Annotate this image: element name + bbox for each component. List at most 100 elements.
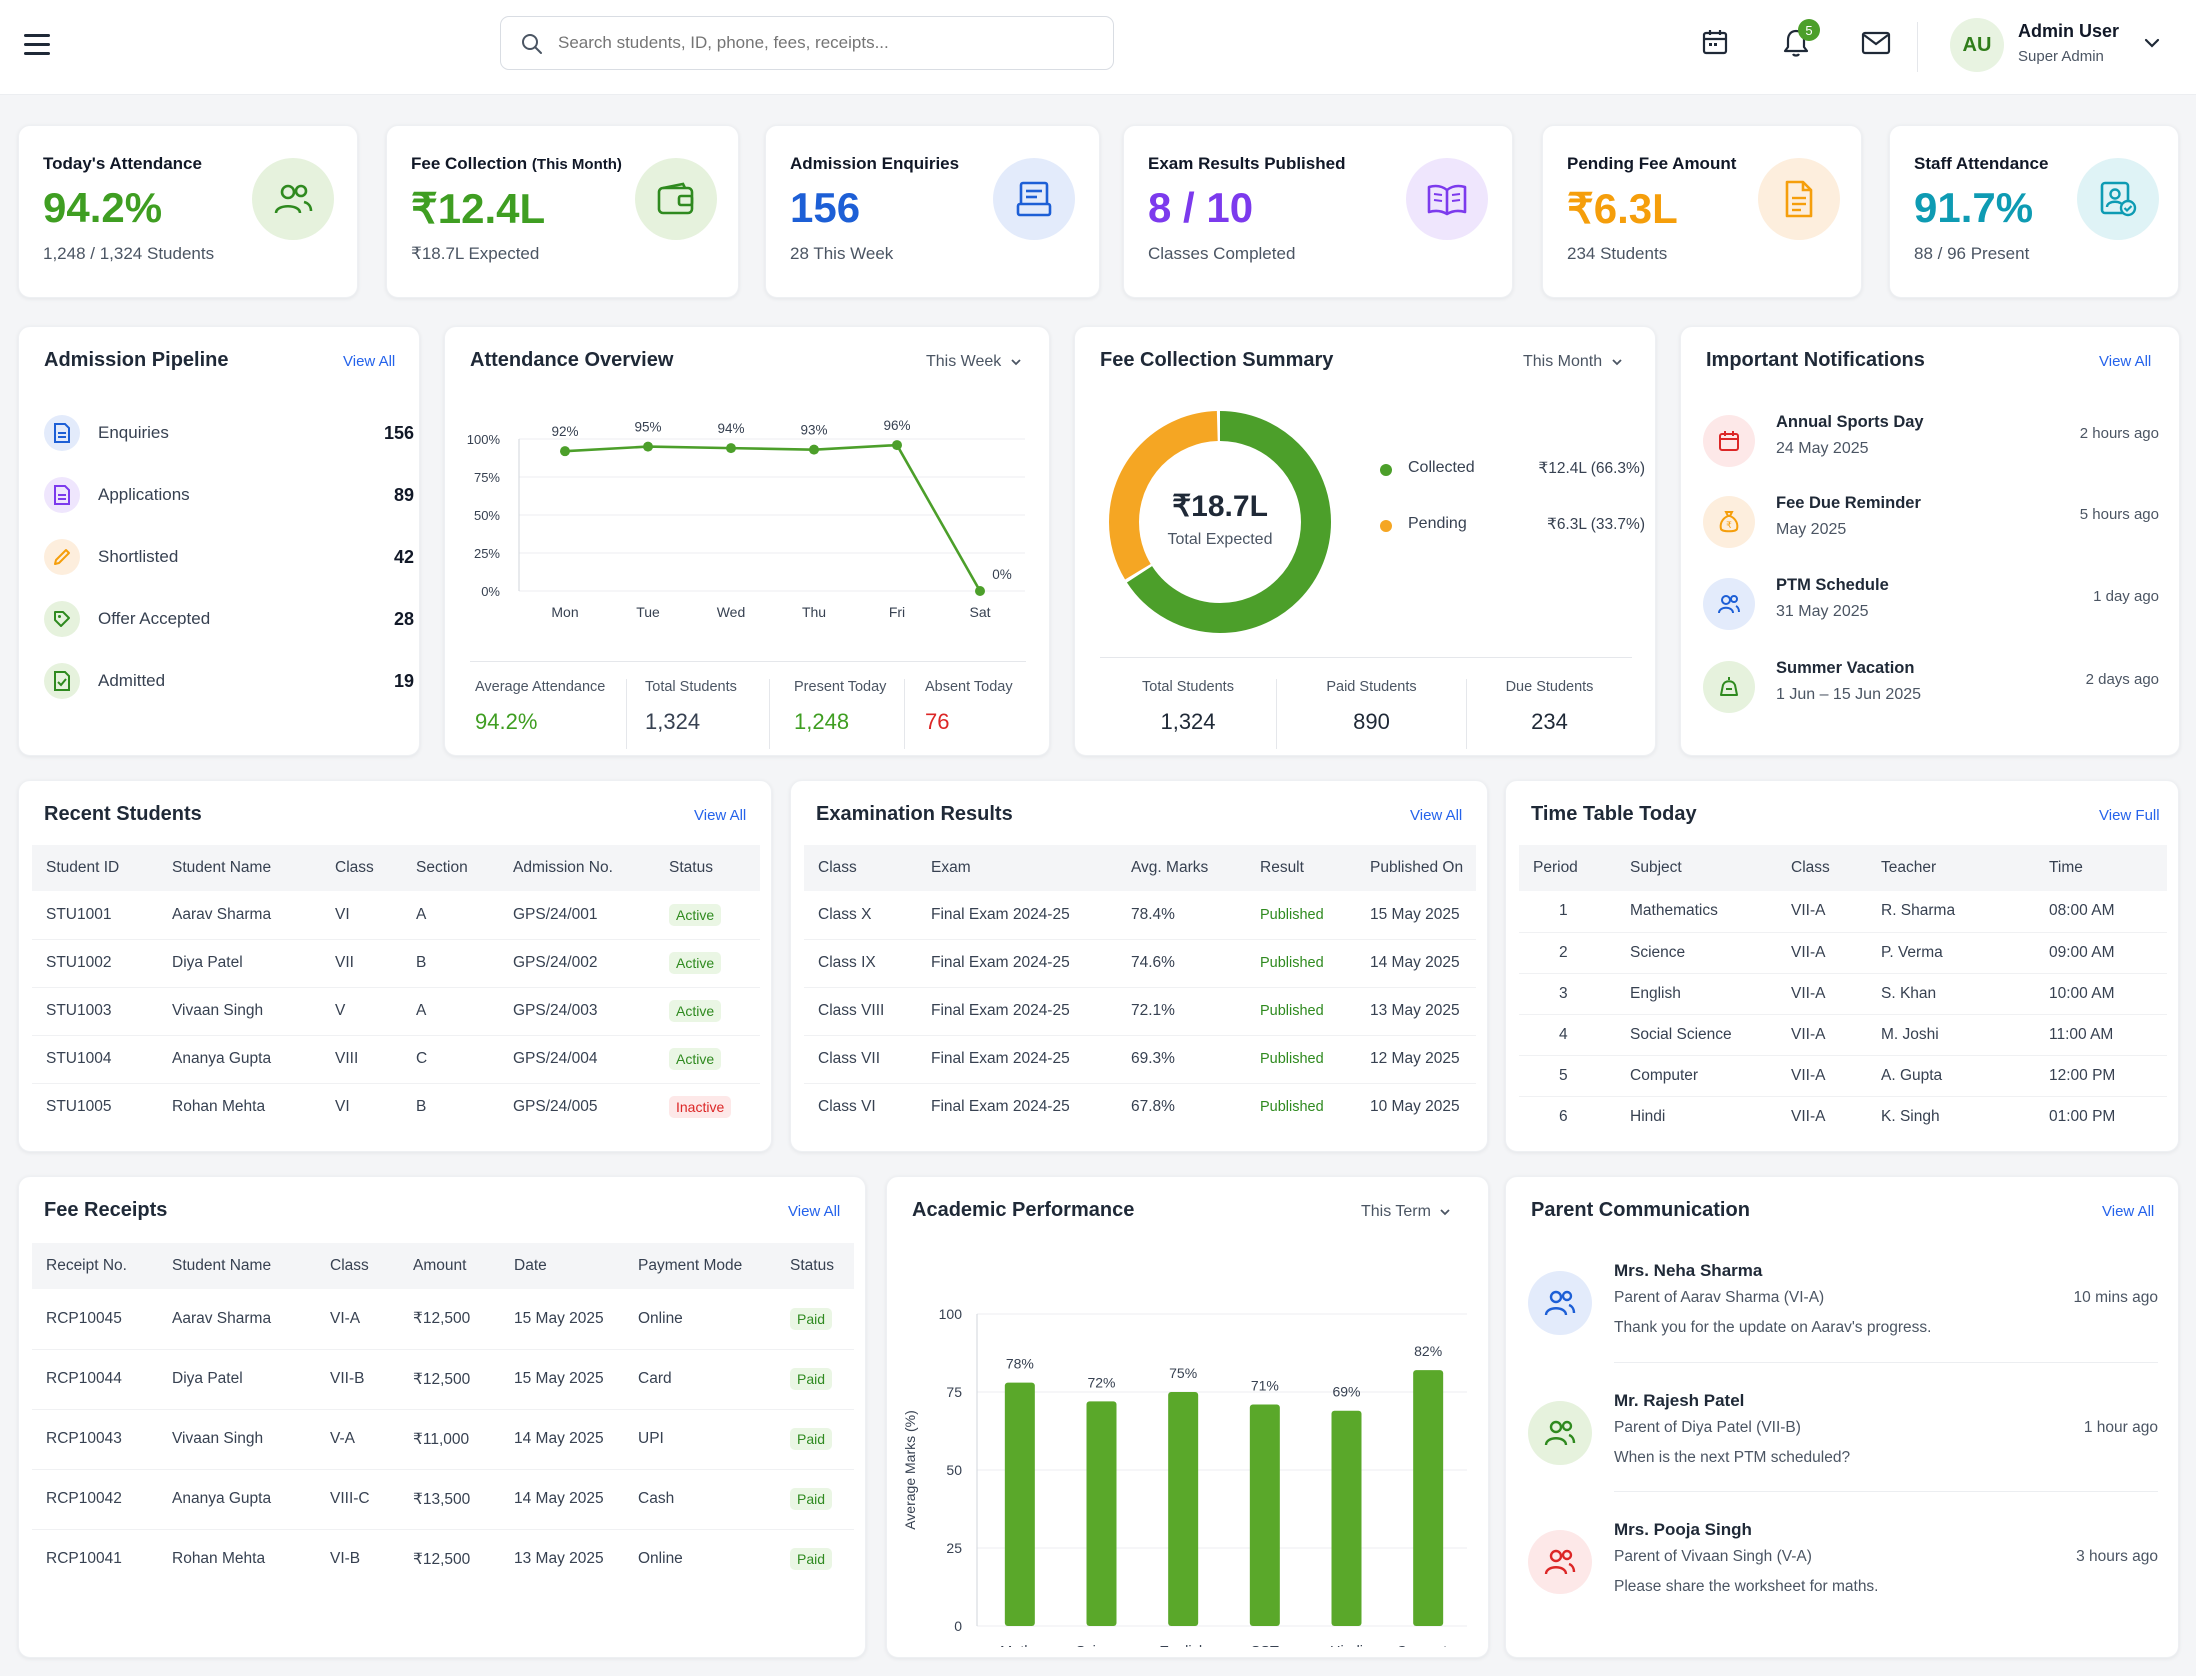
kpi-sub: 234 Students: [1567, 244, 1668, 263]
view-full-link[interactable]: View Full: [2099, 807, 2160, 824]
notification-item[interactable]: Annual Sports Day 24 May 2025 2 hours ag…: [1703, 411, 2159, 471]
table-cell: P. Verma: [1881, 943, 1943, 961]
table-row[interactable]: STU1002 Diya Patel VII B GPS/24/002 Active: [32, 939, 760, 987]
table-cell: VII-A: [1791, 943, 1826, 961]
view-all-link[interactable]: View All: [1410, 807, 1463, 824]
kpi-card-fee-collection[interactable]: Fee Collection (This Month) ₹12.4L ₹18.7…: [386, 125, 739, 298]
status-badge: Paid: [790, 1488, 833, 1510]
table-cell: Aarav Sharma: [172, 905, 272, 923]
notification-item[interactable]: ₹ Fee Due Reminder May 2025 5 hours ago: [1703, 492, 2159, 552]
view-all-link[interactable]: View All: [2102, 1203, 2155, 1220]
data-label: 78%: [1006, 1356, 1034, 1372]
period-dropdown[interactable]: This Week: [926, 353, 1022, 371]
table-row[interactable]: STU1001 Aarav Sharma VI A GPS/24/001 Active: [32, 891, 760, 939]
table-cell: 14 May 2025: [514, 1430, 604, 1447]
kpi-card-attendance[interactable]: Today's Attendance 94.2% 1,248 / 1,324 S…: [18, 125, 358, 298]
card-title: Time Table Today: [1531, 803, 1697, 825]
table-row[interactable]: RCP10041 Rohan Mehta VI-B ₹12,500 13 May 202…: [32, 1529, 854, 1589]
card-title: Fee Receipts: [44, 1199, 168, 1221]
table-row[interactable]: 3 English VII-A S. Khan 10:00 AM: [1519, 973, 2167, 1014]
message-item[interactable]: Mrs. Pooja Singh Parent of Vivaan Singh …: [1528, 1520, 2158, 1630]
view-all-link[interactable]: View All: [2099, 353, 2152, 370]
data-label: 96%: [883, 418, 910, 433]
table-row[interactable]: RCP10044 Diya Patel VII-B ₹12,500 15 May 202…: [32, 1349, 854, 1409]
card-title: Examination Results: [816, 803, 1013, 825]
table-row[interactable]: Class VII Final Exam 2024-25 69.3% Publishe…: [804, 1035, 1476, 1083]
card-title: Parent Communication: [1531, 1199, 1750, 1221]
staff-icon: [2077, 158, 2159, 240]
status-badge: Paid: [790, 1368, 833, 1390]
table-header-row: Student ID Student Name Class Section Admiss…: [32, 845, 760, 891]
table-row[interactable]: RCP10042 Ananya Gupta VIII-C ₹13,500 14 May …: [32, 1469, 854, 1529]
legend-label: Collected: [1408, 459, 1475, 476]
table-row[interactable]: STU1004 Ananya Gupta VIII C GPS/24/004 Active: [32, 1035, 760, 1083]
notification-item[interactable]: PTM Schedule 31 May 2025 1 day ago: [1703, 574, 2159, 634]
table-cell: Class VIII: [818, 1002, 885, 1019]
avatar[interactable]: AU: [1950, 18, 2004, 72]
table-cell: Active: [655, 1035, 760, 1083]
pipeline-item-enquiries[interactable]: Enquiries 156: [44, 413, 414, 453]
y-tick-label: 75%: [474, 470, 500, 485]
data-label: 69%: [1332, 1384, 1360, 1400]
kpi-card-exam-results[interactable]: Exam Results Published 8 / 10 Classes Co…: [1123, 125, 1513, 298]
table-row[interactable]: STU1005 Rohan Mehta VI B GPS/24/005 Inactive: [32, 1083, 760, 1131]
result-status: Published: [1260, 1099, 1324, 1116]
timetable-table: Period Subject Class Teacher Time 1 Mathematic…: [1519, 845, 2167, 1137]
column-header: Subject: [1616, 845, 1777, 891]
pipeline-item-offer-accepted[interactable]: Offer Accepted 28: [44, 599, 414, 639]
view-all-link[interactable]: View All: [694, 807, 747, 824]
table-cell: RCP10041: [46, 1550, 122, 1568]
table-row[interactable]: Class X Final Exam 2024-25 78.4% Published 1…: [804, 891, 1476, 939]
search-input[interactable]: [558, 27, 1098, 59]
table-row[interactable]: Class VI Final Exam 2024-25 67.8% Published…: [804, 1083, 1476, 1131]
table-cell: 08:00 AM: [2049, 902, 2115, 920]
students-table-wrap: Student ID Student Name Class Section Admiss…: [32, 845, 760, 1131]
kpi-card-pending-fee[interactable]: Pending Fee Amount ₹6.3L 234 Students: [1542, 125, 1862, 298]
kpi-card-staff-attendance[interactable]: Staff Attendance 91.7% 88 / 96 Present: [1889, 125, 2179, 298]
chevron-down-icon[interactable]: [2144, 36, 2160, 54]
menu-icon[interactable]: [24, 32, 52, 56]
status-badge: Paid: [790, 1548, 833, 1571]
notification-title: PTM Schedule: [1776, 576, 1889, 594]
card-title: Admission Pipeline: [44, 349, 229, 371]
kpi-sub: 88 / 96 Present: [1914, 244, 2030, 263]
table-cell: VII-A: [1791, 1066, 1826, 1084]
message-item[interactable]: Mrs. Neha Sharma Parent of Aarav Sharma …: [1528, 1261, 2158, 1371]
mail-icon[interactable]: [1861, 31, 1891, 60]
bar-sst: [1249, 1404, 1280, 1626]
view-all-link[interactable]: View All: [788, 1203, 841, 1220]
notification-date: 24 May 2025: [1776, 440, 1869, 457]
notification-item[interactable]: Summer Vacation 1 Jun – 15 Jun 2025 2 da…: [1703, 657, 2159, 717]
period-dropdown[interactable]: This Month: [1523, 353, 1623, 371]
table-row[interactable]: Class VIII Final Exam 2024-25 72.1% Publish…: [804, 987, 1476, 1035]
search-box[interactable]: [500, 16, 1114, 70]
table-cell: Final Exam 2024-25: [931, 1050, 1070, 1067]
kpi-card-admission-enquiries[interactable]: Admission Enquiries 156 28 This Week: [765, 125, 1100, 298]
table-row[interactable]: 5 Computer VII-A A. Gupta 12:00 PM: [1519, 1055, 2167, 1096]
kpi-sub: Classes Completed: [1148, 244, 1296, 263]
table-cell: Published: [1246, 891, 1356, 939]
calendar-icon[interactable]: [1701, 28, 1729, 61]
pipeline-item-admitted[interactable]: Admitted 19: [44, 661, 414, 701]
table-row[interactable]: Class IX Final Exam 2024-25 74.6% Published…: [804, 939, 1476, 987]
notification-date: May 2025: [1776, 521, 1847, 538]
y-tick-label: 25: [946, 1540, 962, 1556]
pipeline-item-applications[interactable]: Applications 89: [44, 475, 414, 515]
table-row[interactable]: RCP10043 Vivaan Singh V-A ₹11,000 14 May 202…: [32, 1409, 854, 1469]
period-dropdown[interactable]: This Term: [1361, 1203, 1451, 1221]
table-row[interactable]: 2 Science VII-A P. Verma 09:00 AM: [1519, 932, 2167, 973]
table-row[interactable]: STU1003 Vivaan Singh V A GPS/24/003 Active: [32, 987, 760, 1035]
table-row[interactable]: 6 Hindi VII-A K. Singh 01:00 PM: [1519, 1096, 2167, 1137]
top-bar: 5 AU Admin User Super Admin: [0, 0, 2196, 95]
table-row[interactable]: RCP10045 Aarav Sharma VI-A ₹12,500 15 May 20…: [32, 1289, 854, 1349]
kpi-label: Exam Results Published: [1148, 154, 1346, 173]
pipeline-item-shortlisted[interactable]: Shortlisted 42: [44, 537, 414, 577]
view-all-link[interactable]: View All: [343, 353, 396, 370]
x-tick-label: Science: [1076, 1644, 1128, 1647]
table-row[interactable]: 4 Social Science VII-A M. Joshi 11:00 AM: [1519, 1014, 2167, 1055]
message-item[interactable]: Mr. Rajesh Patel Parent of Diya Patel (V…: [1528, 1391, 2158, 1501]
table-cell: 3: [1559, 984, 1568, 1002]
column-header: Payment Mode: [624, 1243, 776, 1289]
table-cell: 2: [1559, 943, 1568, 961]
table-row[interactable]: 1 Mathematics VII-A R. Sharma 08:00 AM: [1519, 891, 2167, 932]
